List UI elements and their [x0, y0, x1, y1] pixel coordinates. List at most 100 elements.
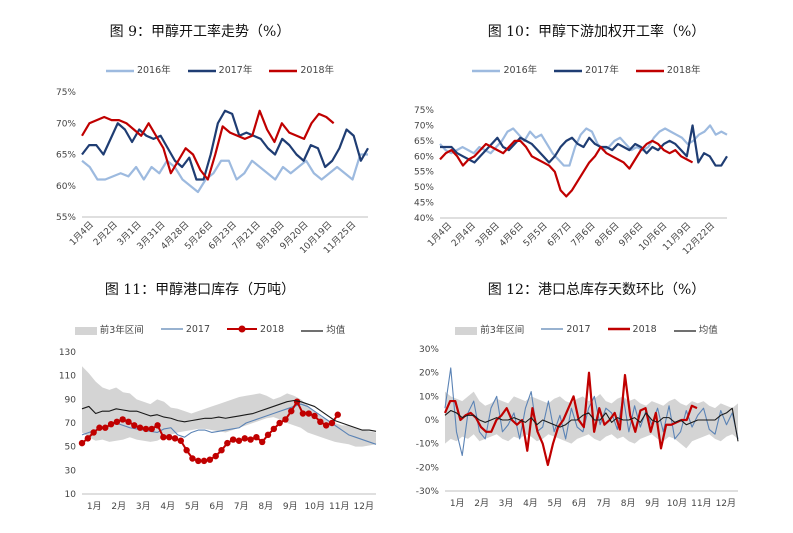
- data-point: [247, 436, 254, 443]
- y-tick-label: 0%: [425, 416, 440, 426]
- y-tick-label: 55%: [414, 168, 434, 178]
- data-point: [200, 457, 208, 465]
- x-tick-label: 6月: [209, 501, 224, 512]
- y-tick-label: 10: [65, 490, 77, 500]
- x-tick-label: 4月: [523, 498, 538, 509]
- y-tick-label: 70%: [56, 119, 76, 129]
- chart-legend: 2016年 2017年 2018年: [20, 62, 420, 76]
- line-chart-plot: 55%60%65%70%75%1月4日2月2日3月1日3月31日4月28日5月2…: [56, 88, 369, 256]
- legend-item-2017: 2017年: [187, 62, 253, 76]
- series-line-2017: [81, 403, 377, 445]
- legend-item-avg: 均值: [301, 322, 345, 336]
- legend-item-2018: 2018: [227, 324, 284, 335]
- data-point: [305, 410, 312, 417]
- legend-label: 前3年区间: [99, 325, 144, 336]
- legend-item-band: 前3年区间: [455, 322, 524, 336]
- y-tick-label: 110: [59, 372, 76, 382]
- legend-item-avg: 均值: [673, 322, 718, 336]
- legend-label: 2018: [260, 323, 285, 335]
- legend-label: 2017年: [218, 65, 253, 76]
- data-point: [334, 411, 341, 418]
- x-tick-label: 4月: [160, 501, 175, 512]
- legend-item-band: 前3年区间: [74, 322, 144, 336]
- x-tick-label: 1月: [87, 501, 102, 512]
- x-tick-label: 9月: [283, 501, 298, 512]
- series-line-2018年: [439, 139, 694, 198]
- x-tick-label: 2月2日: [91, 219, 120, 248]
- data-point: [107, 420, 115, 428]
- series-line-2018: [443, 371, 698, 467]
- legend-label: 2016年: [503, 65, 538, 76]
- data-point: [125, 418, 132, 426]
- data-point: [96, 424, 103, 431]
- x-tick-label: 3月8日: [473, 220, 502, 249]
- data-point: [183, 447, 190, 454]
- legend-item-2017: 2017: [160, 324, 210, 335]
- legend-label: 2018年: [666, 65, 701, 76]
- legend-label: 2018年: [300, 65, 335, 76]
- legend-label: 均值: [698, 325, 718, 336]
- data-point: [264, 431, 272, 439]
- chart-legend: 前3年区间 2017 2018 均值: [10, 322, 410, 336]
- y-tick-label: 70: [65, 419, 77, 429]
- chart-title: 图 9：甲醇开工率走势（%）: [109, 24, 291, 40]
- data-point: [241, 435, 248, 442]
- data-point: [229, 436, 237, 443]
- data-point: [119, 416, 126, 423]
- data-point: [253, 434, 260, 441]
- y-tick-label: -30%: [416, 487, 440, 497]
- data-point: [189, 455, 196, 462]
- legend-label: 均值: [326, 325, 346, 336]
- y-tick-label: 55%: [56, 213, 76, 223]
- x-tick-label: 4月6日: [497, 220, 526, 249]
- chart-title: 图 11：甲醇港口库存（万吨）: [104, 282, 296, 298]
- legend-item-2016: 2016年: [472, 62, 537, 76]
- data-point: [142, 425, 150, 433]
- y-tick-label: 30%: [419, 345, 439, 355]
- data-point: [165, 434, 173, 441]
- data-point: [78, 439, 86, 447]
- y-tick-label: 65%: [414, 137, 434, 147]
- x-tick-label: 9月: [645, 498, 660, 509]
- y-tick-label: 75%: [56, 88, 76, 98]
- series-line-2016年: [81, 153, 368, 194]
- x-tick-label: 5月: [185, 501, 200, 512]
- series-line-2016年: [439, 124, 728, 167]
- y-tick-label: 40%: [414, 214, 434, 224]
- x-tick-label: 8月: [621, 498, 636, 509]
- x-tick-label: 11月: [691, 498, 711, 509]
- x-tick-label: 6月7日: [545, 220, 574, 249]
- legend-item-2018: 2018: [607, 323, 657, 335]
- x-tick-label: 3月: [499, 498, 514, 509]
- y-tick-label: 50: [65, 443, 77, 453]
- data-point: [322, 422, 330, 429]
- x-tick-label: 12月: [354, 501, 374, 512]
- data-point: [212, 452, 219, 460]
- legend-label: 2018: [632, 323, 657, 335]
- x-tick-label: 2月4日: [449, 220, 478, 249]
- y-tick-label: 70%: [414, 121, 434, 131]
- legend-item-2018: 2018年: [635, 62, 701, 76]
- chart-panel-3: 图 11：甲醇港口库存（万吨） 前3年区间 2017 2018 均值 10 30 5…: [0, 265, 400, 533]
- x-tick-label: 2月: [111, 501, 126, 512]
- series-line-均值: [81, 399, 377, 432]
- legend-item-2018: 2018年: [269, 62, 334, 76]
- y-tick-label: 20%: [419, 369, 439, 379]
- x-tick-label: 10月: [305, 501, 325, 512]
- data-point: [311, 412, 318, 420]
- chart-legend: 前3年区间 2017 2018 均值: [390, 322, 783, 336]
- data-point: [293, 398, 301, 405]
- data-point: [317, 418, 324, 426]
- y-tick-label: -10%: [416, 440, 440, 450]
- line-chart-plot: 40% 45% 50% 55% 60% 65% 70% 75% 1月4日2月4日3月8日4月6日…: [414, 106, 728, 257]
- data-point: [177, 437, 185, 444]
- x-tick-label: 7月6日: [569, 220, 598, 249]
- chart-panel-1: 图 9：甲醇开工率走势（%） 2016年 2017年 2018年 55% 60% 6…: [0, 0, 400, 265]
- y-tick-label: 65%: [56, 151, 76, 161]
- data-point: [113, 418, 121, 426]
- data-point: [224, 439, 231, 447]
- data-point: [102, 424, 109, 431]
- y-tick-label: -20%: [416, 463, 440, 473]
- legend-item-2016: 2016年: [105, 62, 171, 76]
- data-point: [90, 429, 97, 436]
